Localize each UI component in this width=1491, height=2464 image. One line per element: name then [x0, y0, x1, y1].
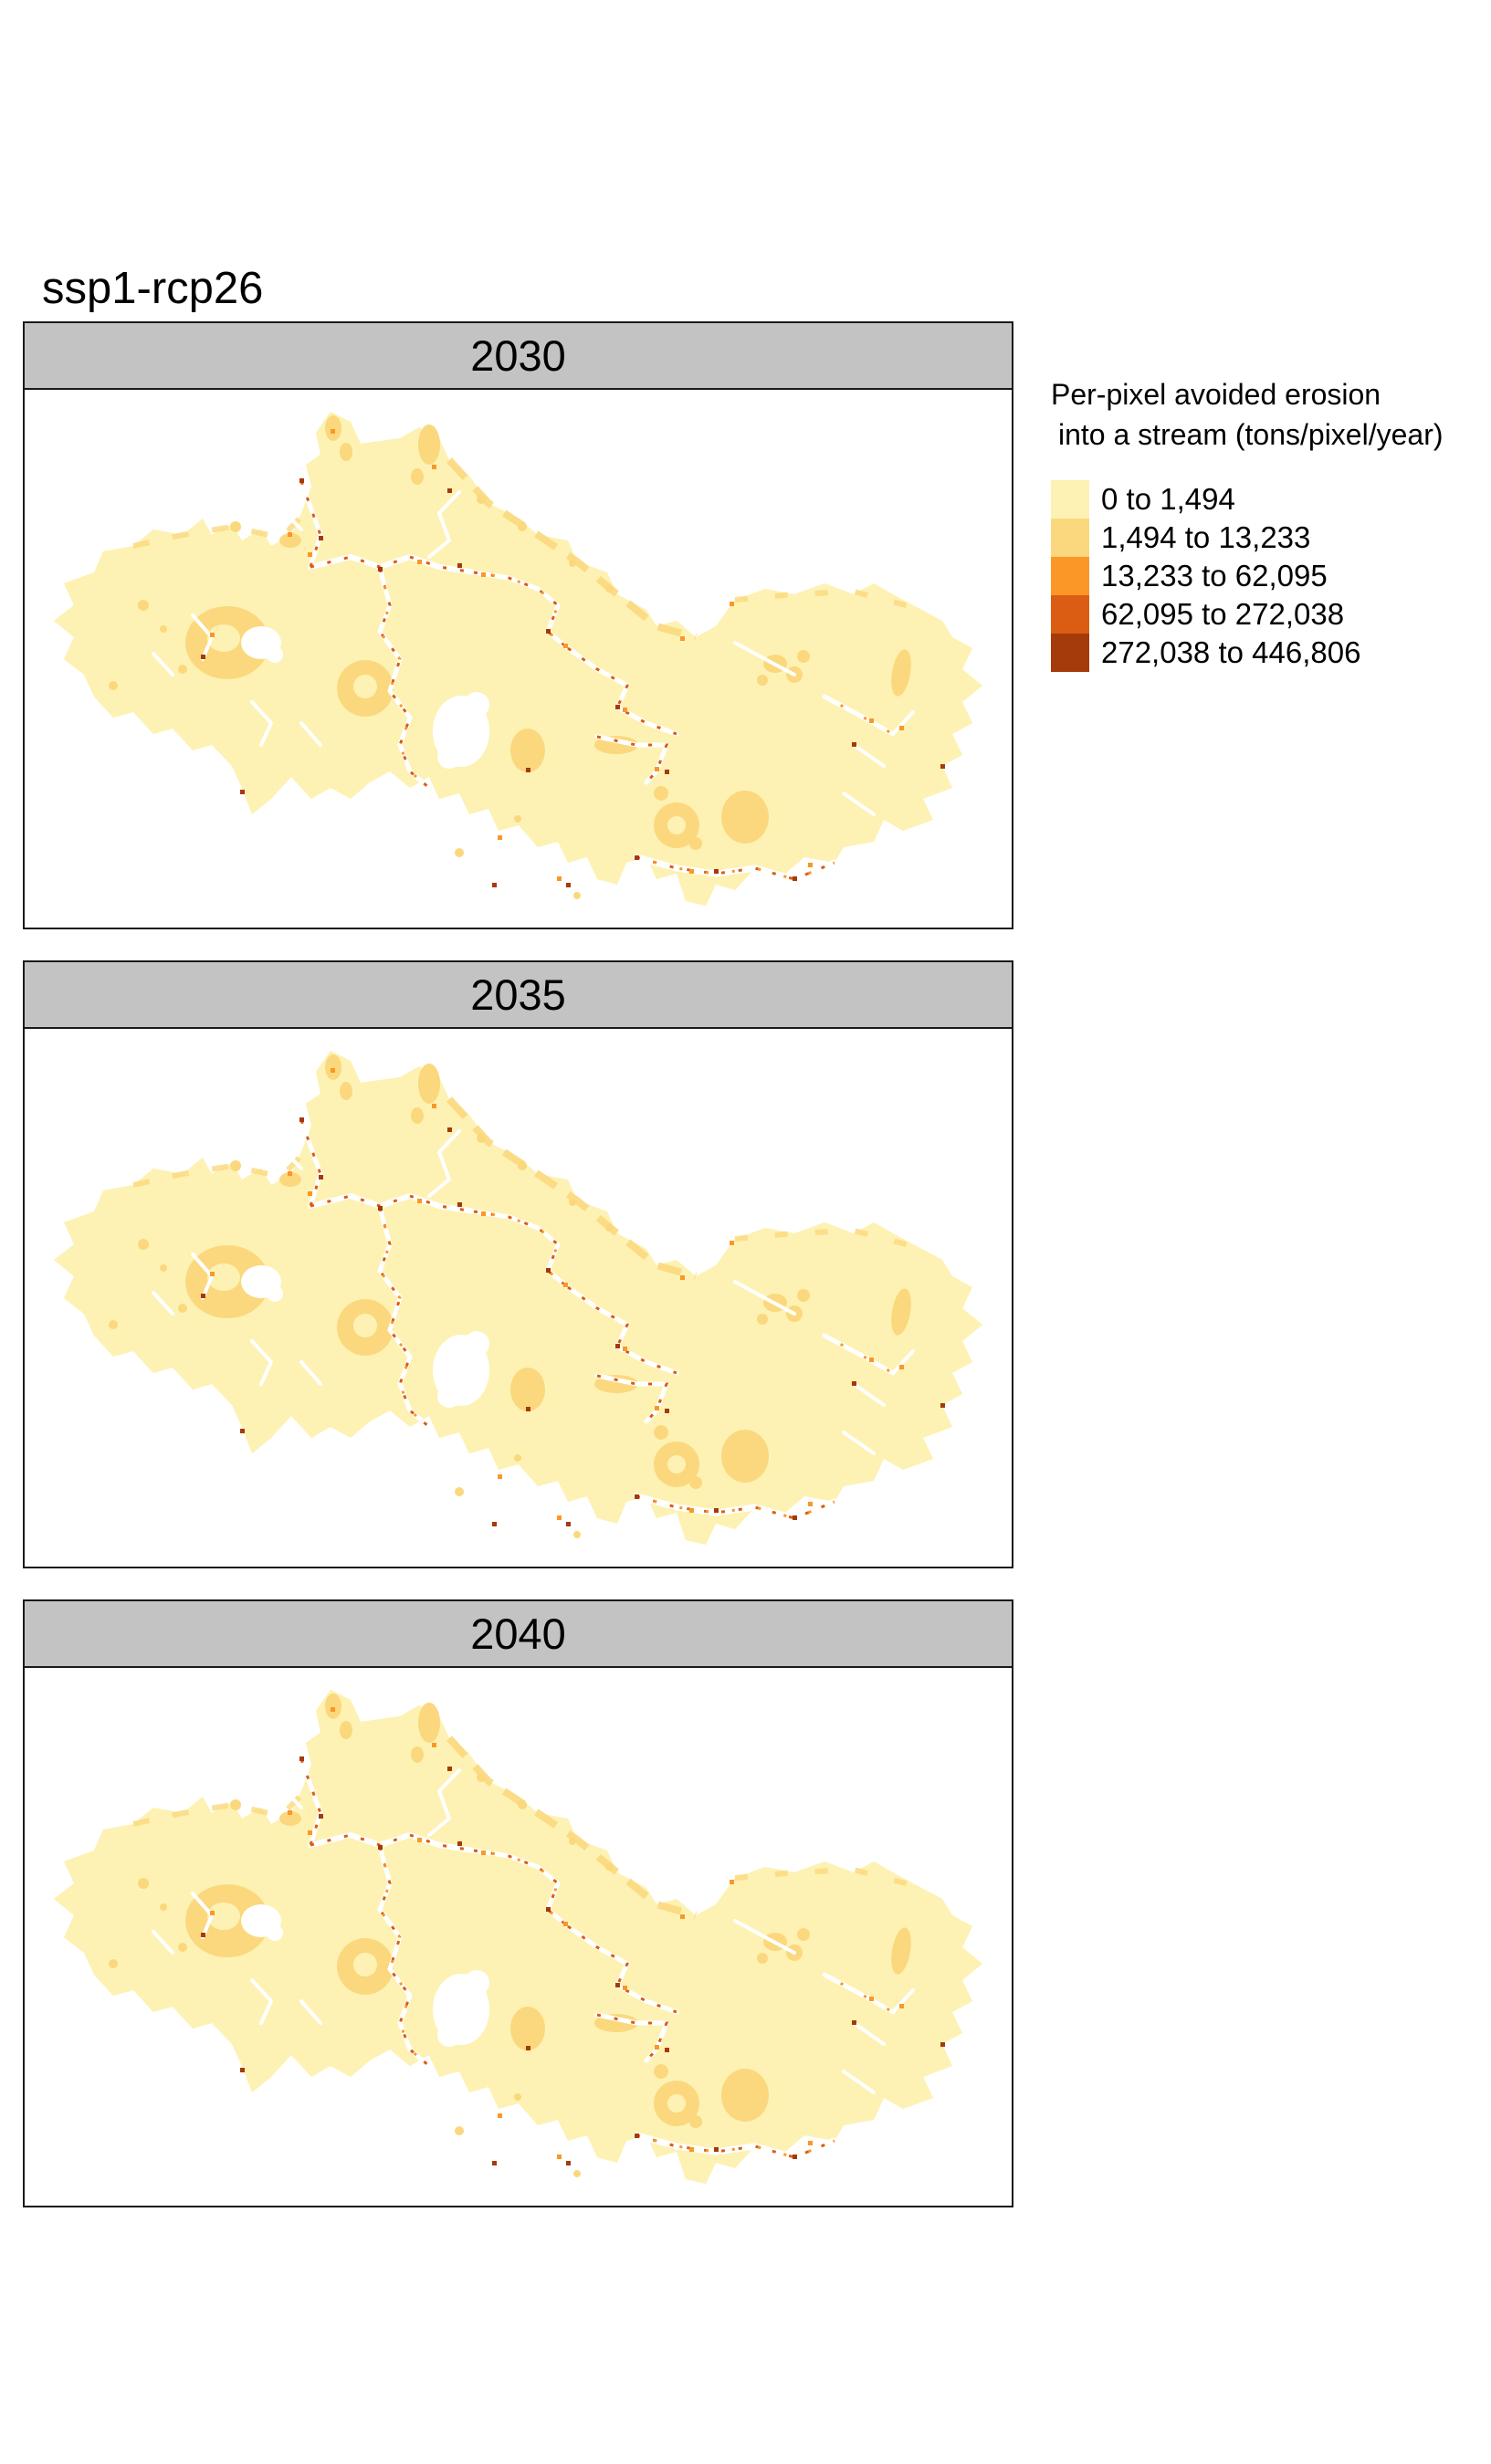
facet-panel-2030: 2030: [23, 321, 1013, 929]
watershed-art: [54, 412, 982, 906]
watershed-map: [25, 390, 1012, 928]
legend-title-line2: into a stream (tons/pixel/year): [1058, 418, 1444, 451]
legend-label: 1,494 to 13,233: [1101, 520, 1311, 554]
watershed-art: [54, 1051, 982, 1545]
year-strip: 2040: [23, 1599, 1013, 1668]
legend-title-line1: Per-pixel avoided erosion: [1051, 378, 1381, 411]
legend-title: Per-pixel avoided erosion into a stream …: [1051, 374, 1480, 455]
legend-row: 13,233 to 62,095: [1051, 557, 1480, 595]
watershed-art: [54, 1690, 982, 2184]
map-area: [23, 390, 1013, 929]
map-area: [23, 1029, 1013, 1568]
legend-swatch-class1: [1051, 480, 1089, 519]
year-strip-label: 2040: [470, 1609, 566, 1658]
legend-row: 0 to 1,494: [1051, 480, 1480, 519]
legend-label: 272,038 to 446,806: [1101, 635, 1361, 669]
watershed-map: [25, 1029, 1012, 1567]
figure-title: ssp1-rcp26: [42, 264, 264, 313]
legend-row: 272,038 to 446,806: [1051, 634, 1480, 672]
year-strip: 2035: [23, 960, 1013, 1029]
legend-label: 13,233 to 62,095: [1101, 559, 1328, 592]
legend-swatch-class5: [1051, 634, 1089, 672]
watershed-map: [25, 1668, 1012, 2206]
year-strip-label: 2035: [470, 970, 566, 1019]
facet-panel-2040: 2040: [23, 1599, 1013, 2207]
legend-row: 1,494 to 13,233: [1051, 519, 1480, 557]
legend-swatch-class3: [1051, 557, 1089, 595]
legend-swatch-class2: [1051, 519, 1089, 557]
year-strip-label: 2030: [470, 331, 566, 380]
legend: Per-pixel avoided erosion into a stream …: [1051, 374, 1480, 672]
legend-label: 62,095 to 272,038: [1101, 597, 1345, 631]
facet-panel-2035: 2035: [23, 960, 1013, 1568]
map-area: [23, 1668, 1013, 2207]
legend-row: 62,095 to 272,038: [1051, 595, 1480, 634]
legend-label: 0 to 1,494: [1101, 482, 1235, 516]
legend-swatch-class4: [1051, 595, 1089, 634]
year-strip: 2030: [23, 321, 1013, 390]
legend-items: 0 to 1,494 1,494 to 13,233 13,233 to 62,…: [1051, 480, 1480, 672]
